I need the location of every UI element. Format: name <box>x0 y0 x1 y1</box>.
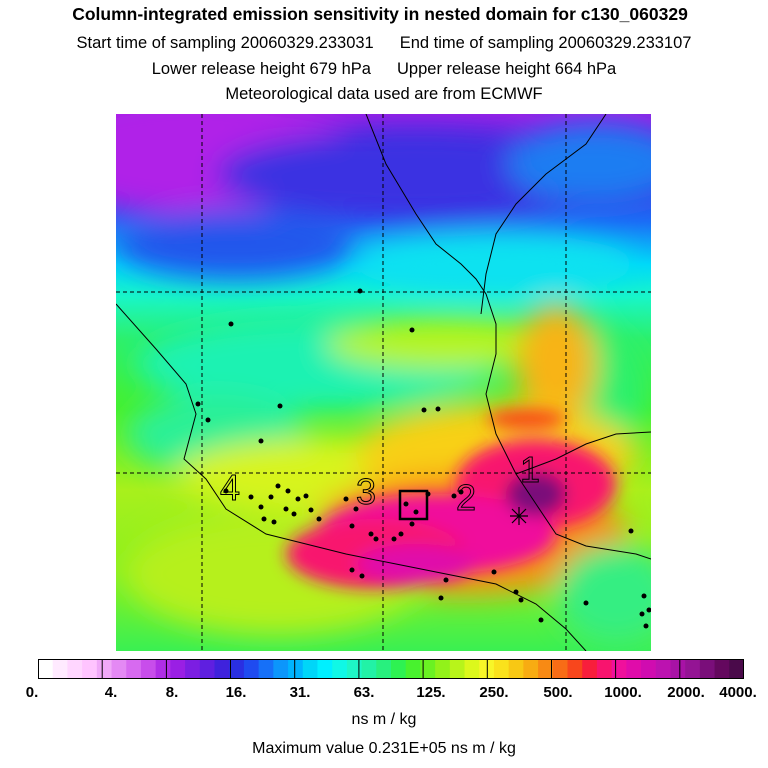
colorbar-tick: 1000. <box>604 684 642 701</box>
colorbar-segment <box>52 659 68 679</box>
colorbar-segment <box>288 659 304 679</box>
colorbar-tick-labels: 0. 4. 8. 16. 31. 63. 125. 250. 500. 1000… <box>0 684 768 706</box>
colorbar-tick: 4. <box>104 684 118 701</box>
colorbar-segment <box>67 659 83 679</box>
colorbar-segment <box>508 659 524 679</box>
colorbar-tick: 8. <box>165 684 179 701</box>
colorbar-tick: 2000. <box>667 684 705 701</box>
colorbar-segment <box>641 659 657 679</box>
colorbar-segment <box>273 659 289 679</box>
colorbar-segment <box>523 659 539 679</box>
sampling-stations <box>195 288 651 629</box>
colorbar-tick: 63. <box>353 684 375 701</box>
colorbar-segment <box>552 659 568 679</box>
lower-release-label: Lower release height 679 hPa <box>151 60 371 78</box>
colorbar-tick: 125. <box>416 684 446 701</box>
colorbar-segment <box>582 659 598 679</box>
colorbar-segment <box>655 659 671 679</box>
colorbar-segment <box>96 659 113 679</box>
start-time-label: Start time of sampling 20060329.233031 <box>76 34 374 52</box>
colorbar-tick: 0. <box>25 684 39 701</box>
colorbar-segment <box>685 659 701 679</box>
emission-sensitivity-map: 1 2 3 4 <box>116 114 651 651</box>
colorbar-segment <box>332 659 348 679</box>
colorbar-tick: 500. <box>543 684 573 701</box>
colorbar-segment <box>243 659 260 679</box>
colorbar-segment <box>317 659 333 679</box>
colorbar-segment <box>626 659 642 679</box>
colorbar-segment <box>38 659 54 679</box>
colorbar-segment <box>493 659 510 679</box>
grid-lines <box>116 114 651 651</box>
colorbar-segment <box>464 659 480 679</box>
colorbar-segment <box>538 659 554 679</box>
colorbar-tick: 250. <box>479 684 509 701</box>
region-label-1: 1 <box>520 449 540 490</box>
colorbar-border <box>38 659 744 679</box>
colorbar-segment <box>199 659 215 679</box>
maximum-value-label: Maximum value 0.231E+05 ns m / kg <box>252 740 516 757</box>
colorbar-segment <box>155 659 171 679</box>
colorbar-tick: 16. <box>225 684 247 701</box>
region-label-3: 3 <box>356 471 376 512</box>
colorbar-segment <box>140 659 157 679</box>
sampling-time-line: Start time of sampling 20060329.233031 En… <box>0 34 768 53</box>
colorbar-segment <box>729 659 745 679</box>
colorbar-segment <box>420 659 436 679</box>
map-title: Column-integrated emission sensitivity i… <box>72 4 688 24</box>
colorbar-segment <box>596 659 613 679</box>
colorbar-segment <box>361 659 377 679</box>
colorbar-segment <box>567 659 583 679</box>
colorbar-segment <box>435 659 451 679</box>
colorbar-segment <box>185 659 201 679</box>
source-box <box>398 489 429 521</box>
colorbar-segment <box>405 659 421 679</box>
colorbar-segment <box>82 659 98 679</box>
end-time-label: End time of sampling 20060329.233107 <box>399 34 692 52</box>
colorbar-segment <box>714 659 730 679</box>
colorbar-segment <box>111 659 127 679</box>
colorbar-tick: 31. <box>289 684 311 701</box>
colorbar-segment <box>670 659 686 679</box>
colorbar-segment <box>229 659 245 679</box>
release-height-line: Lower release height 679 hPa Upper releas… <box>0 60 768 79</box>
colorbar-units: ns m / kg <box>351 711 417 728</box>
upper-release-label: Upper release height 664 hPa <box>397 60 617 78</box>
colorbar-segment <box>449 659 466 679</box>
colorbar-segment <box>170 659 186 679</box>
colorbar-segment <box>302 659 318 679</box>
colorbar <box>38 659 745 679</box>
colorbar-segment <box>258 659 274 679</box>
met-data-label: Meteorological data used are from ECMWF <box>225 85 543 103</box>
colorbar-segment <box>346 659 363 679</box>
colorbar-segment <box>126 659 142 679</box>
colorbar-segment <box>391 659 407 679</box>
region-label-2: 2 <box>456 477 476 518</box>
region-label-4: 4 <box>220 467 240 508</box>
colorbar-segment <box>214 659 230 679</box>
colorbar-tick: 4000. <box>719 684 757 701</box>
release-location-marker <box>510 507 528 525</box>
colorbar-segment <box>699 659 716 679</box>
colorbar-segment <box>376 659 392 679</box>
region-labels: 1 2 3 4 <box>220 449 541 519</box>
colorbar-segment <box>611 659 627 679</box>
